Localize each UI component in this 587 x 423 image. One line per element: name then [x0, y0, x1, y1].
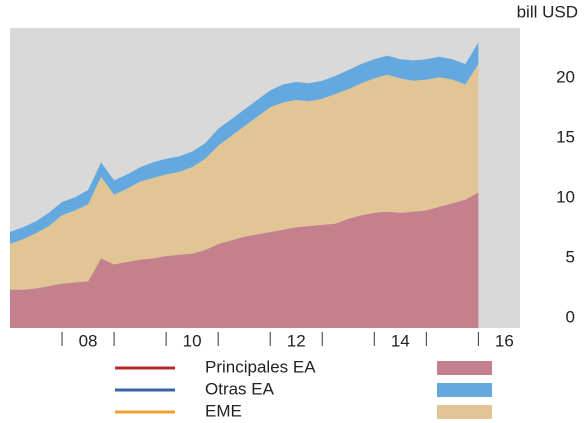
- x-tick-label: 16: [495, 331, 514, 350]
- x-tick-label: 14: [391, 331, 410, 350]
- y-tick-label: 15: [556, 127, 575, 146]
- y-tick-label: 10: [556, 187, 575, 206]
- legend-swatch: [437, 405, 492, 419]
- x-tick-label: 08: [79, 331, 98, 350]
- legend-label: Principales EA: [205, 357, 316, 376]
- y-tick-label: 0: [566, 307, 575, 326]
- legend-swatch: [437, 383, 492, 397]
- x-tick-label: 10: [183, 331, 202, 350]
- area: [10, 192, 479, 328]
- unit-label: bill USD: [517, 2, 578, 21]
- area: [10, 42, 479, 245]
- legend-label: Otras EA: [205, 379, 275, 398]
- area: [10, 64, 479, 290]
- y-tick-label: 5: [566, 247, 575, 266]
- x-tick-label: 12: [287, 331, 306, 350]
- legend-label: EME: [205, 401, 242, 420]
- legend-swatch: [437, 361, 492, 375]
- y-tick-label: 20: [556, 67, 575, 86]
